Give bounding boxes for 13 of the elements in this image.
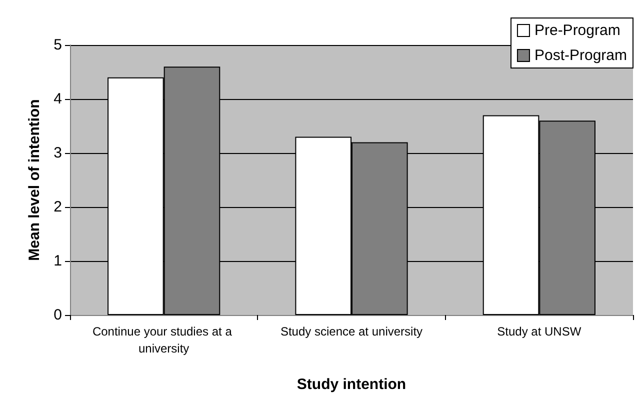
y-axis-title: Mean level of intention [26,99,43,261]
x-axis-title: Study intention [296,376,406,393]
x-tick-label: Study science at university [280,324,423,338]
y-tick-label: 0 [54,306,62,324]
y-tick-label: 2 [54,198,62,216]
legend-label: Post-Program [534,47,628,64]
x-tick-label: Continue your studies at a university [92,324,236,356]
legend-label: Pre-Program [534,22,620,39]
y-tick-label: 4 [54,90,62,108]
y-tick-label: 3 [54,144,62,162]
y-tick-label: 5 [54,36,62,54]
x-tick-label: Study at UNSW [497,324,582,338]
y-tick-label: 1 [54,252,62,270]
